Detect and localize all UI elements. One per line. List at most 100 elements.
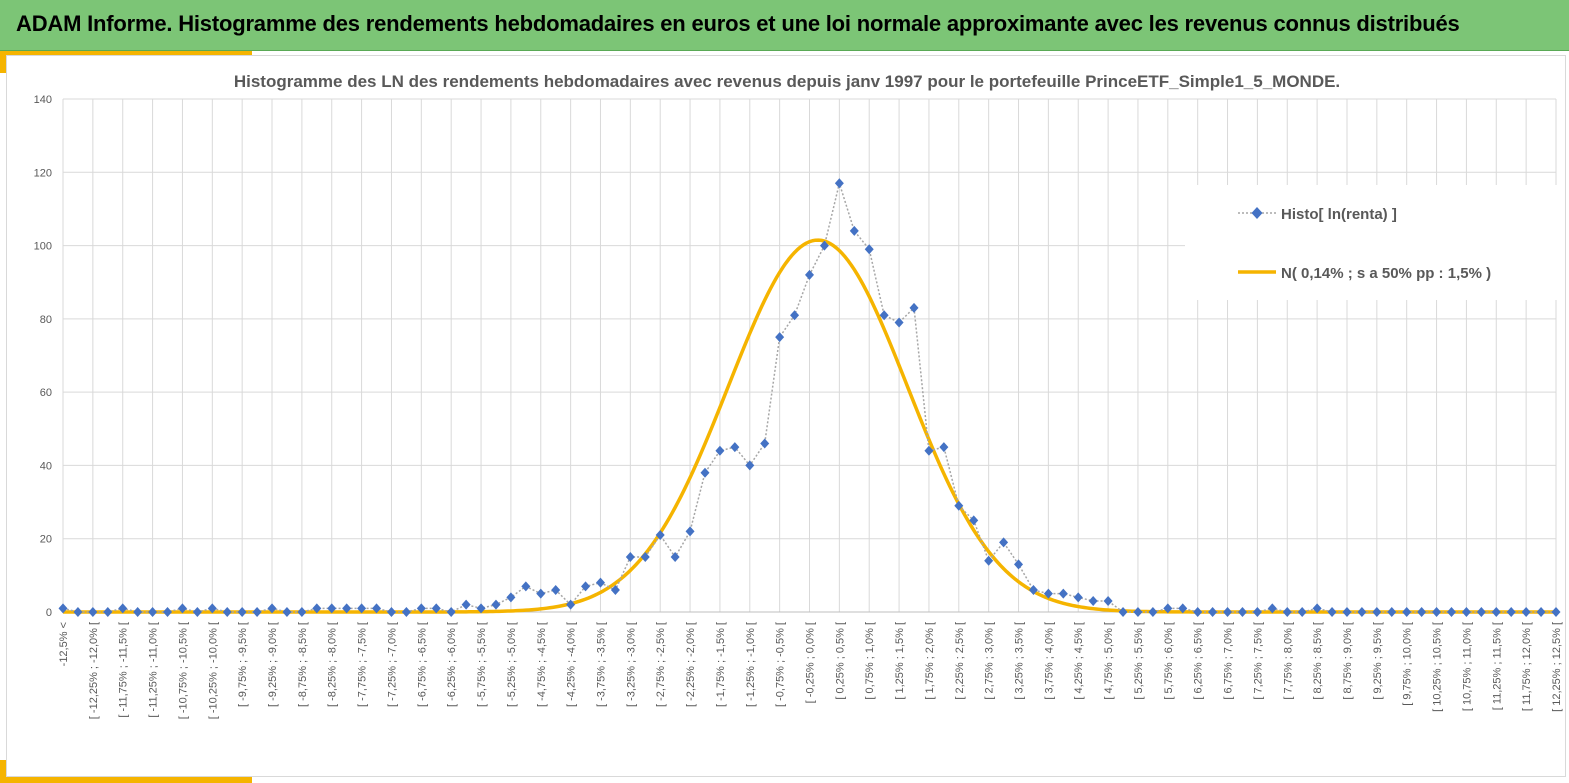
histogram-point	[73, 607, 83, 617]
histogram-point	[566, 599, 576, 610]
x-axis-ticks: -12,5% < [ -12,25% ; -12,0% [[ -11,75% ; …	[58, 622, 1563, 719]
x-tick-label: [ 11,75% ; 12,0% [	[1521, 622, 1533, 711]
x-tick-label: [ 11,25% ; 11,5% [	[1491, 622, 1503, 710]
histogram-point	[446, 607, 456, 617]
x-tick-label: [ -0,25% ; 0,0% [	[805, 622, 817, 703]
chart-grid	[62, 98, 1557, 613]
x-tick-label: [ -11,25% ; -11,0% [	[148, 622, 160, 718]
x-tick-label: [ 2,25% ; 2,5% [	[954, 622, 966, 700]
x-tick-label: [ -10,75% ; -10,5% [	[177, 622, 189, 719]
histogram-point	[819, 240, 829, 251]
accent-bar-left-bottom	[0, 760, 6, 783]
x-tick-label: [ -10,25% ; -10,0% [	[207, 622, 219, 719]
histogram-point	[401, 607, 411, 617]
histogram-point	[163, 607, 173, 617]
report-banner: ADAM Informe. Histogramme des rendements…	[0, 0, 1569, 51]
histogram-point	[700, 467, 710, 478]
legend-label-normal: N( 0,14% ; s a 50% pp : 1,5% )	[1281, 265, 1491, 282]
x-tick-label: [ 10,75% ; 11,0% [	[1461, 622, 1473, 711]
histogram-point	[237, 607, 247, 617]
histogram-point	[1387, 607, 1397, 617]
x-tick-label: -12,5% <	[58, 622, 70, 666]
x-tick-label: [ 8,75% ; 9,0% [	[1342, 622, 1354, 700]
x-tick-label: [ 0,25% ; 0,5% [	[834, 622, 846, 700]
y-tick-label: 140	[34, 94, 52, 106]
x-tick-label: [ 9,75% ; 10,0% [	[1402, 622, 1414, 706]
histogram-point	[745, 460, 755, 471]
histogram-point	[431, 603, 441, 614]
chart-legend: Histo[ ln(renta) ] N( 0,14% ; s a 50% pp…	[1185, 185, 1565, 300]
histogram-point	[476, 603, 486, 614]
histogram-point	[1058, 588, 1068, 599]
histogram-point	[909, 302, 919, 313]
accent-bar-left-top	[0, 51, 6, 73]
x-tick-label: [ 3,25% ; 3,5% [	[1014, 622, 1026, 700]
histogram-point	[581, 581, 591, 592]
histogram-point	[1342, 607, 1352, 617]
x-tick-label: [ -1,75% ; -1,5% [	[715, 622, 727, 707]
histogram-point	[595, 577, 605, 588]
x-tick-label: [ -12,25% ; -12,0% [	[88, 622, 100, 719]
histogram-point	[551, 585, 561, 596]
histogram-point	[1372, 607, 1382, 617]
x-tick-label: [ 5,25% ; 5,5% [	[1133, 622, 1145, 700]
x-tick-label: [ -5,25% ; -5,0% [	[506, 622, 518, 707]
histogram-point	[730, 442, 740, 453]
x-tick-label: [ 10,25% ; 10,5% [	[1432, 622, 1444, 712]
x-tick-label: [ 6,25% ; 6,5% [	[1193, 622, 1205, 700]
histogram-point	[342, 603, 352, 614]
histogram-point	[357, 603, 367, 614]
x-tick-label: [ 4,25% ; 4,5% [	[1073, 622, 1085, 700]
x-tick-label: [ 4,75% ; 5,0% [	[1103, 622, 1115, 700]
x-tick-label: [ -2,25% ; -2,0% [	[685, 622, 697, 707]
histogram-point	[58, 603, 68, 614]
x-tick-label: [ -0,75% ; -0,5% [	[775, 622, 787, 707]
histogram-point	[969, 515, 979, 526]
x-tick-label: [ -8,75% ; -8,5% [	[297, 622, 309, 707]
histogram-point	[1417, 607, 1427, 617]
histogram-point	[1536, 607, 1546, 617]
histogram-point	[864, 244, 874, 255]
histogram-series	[58, 178, 1561, 617]
histogram-point	[297, 607, 307, 617]
x-tick-label: [ -4,75% ; -4,5% [	[536, 622, 548, 707]
histogram-point	[148, 607, 158, 617]
histogram-point	[536, 588, 546, 599]
histogram-point	[1491, 607, 1501, 617]
x-tick-label: [ -4,25% ; -4,0% [	[566, 622, 578, 707]
histogram-point	[1148, 607, 1158, 617]
x-tick-label: [ 0,75% ; 1,0% [	[864, 622, 876, 700]
histogram-point	[506, 592, 516, 603]
histogram-point	[954, 500, 964, 511]
histogram-point	[1014, 559, 1024, 570]
histogram-point	[1551, 607, 1561, 617]
histogram-point	[1208, 607, 1218, 617]
y-tick-label: 80	[40, 314, 52, 326]
histogram-point	[267, 603, 277, 614]
histogram-point	[1133, 607, 1143, 617]
histogram-point	[327, 603, 337, 614]
accent-bar-top	[0, 51, 252, 55]
histogram-point	[849, 225, 859, 236]
histogram-point	[1521, 607, 1531, 617]
histogram-point	[1357, 607, 1367, 617]
histogram-point	[192, 607, 202, 617]
histogram-point	[222, 607, 232, 617]
y-tick-label: 60	[40, 387, 52, 399]
histogram-point	[1118, 607, 1128, 617]
x-tick-label: [ 6,75% ; 7,0% [	[1223, 622, 1235, 700]
x-tick-label: [ -3,25% ; -3,0% [	[625, 622, 637, 707]
x-tick-label: [ 2,75% ; 3,0% [	[984, 622, 996, 700]
histogram-point	[655, 530, 665, 541]
histogram-point	[207, 603, 217, 614]
histogram-point	[1163, 603, 1173, 614]
x-tick-label: [ -7,25% ; -7,0% [	[386, 622, 398, 707]
x-tick-label: [ 3,75% ; 4,0% [	[1043, 622, 1055, 700]
histogram-point	[984, 555, 994, 566]
histogram-point	[1282, 607, 1292, 617]
histogram-point	[118, 603, 128, 614]
y-tick-label: 120	[34, 167, 52, 179]
histogram-point	[491, 599, 501, 610]
y-tick-label: 0	[46, 607, 52, 619]
histogram-point	[1402, 607, 1412, 617]
